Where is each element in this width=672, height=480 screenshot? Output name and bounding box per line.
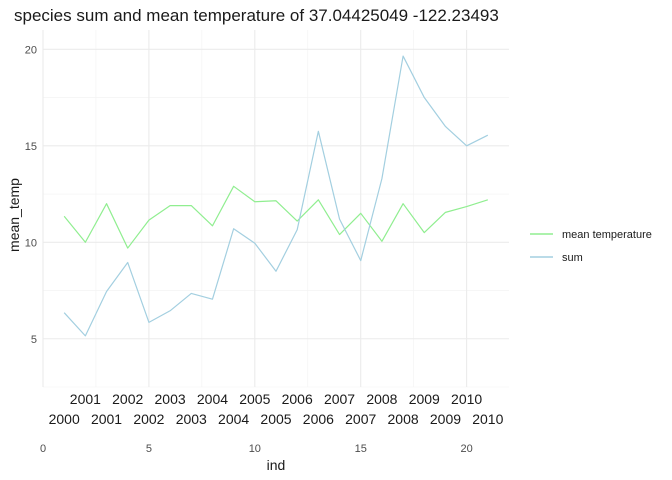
year-label: 2000	[49, 411, 80, 427]
minor-gridlines	[43, 30, 509, 388]
x-tick-label: 15	[355, 443, 367, 455]
series-lines	[63, 55, 489, 337]
year-label: 2010	[451, 391, 482, 407]
year-label: 2003	[155, 391, 186, 407]
year-label: 2002	[133, 411, 164, 427]
year-annotations: 2001 2002 2003 2004 2005 2006 2007 2008 2009 2010…	[49, 391, 504, 427]
year-label: 2001	[91, 411, 122, 427]
year-label: 2001	[70, 391, 101, 407]
legend-label: sum	[562, 252, 583, 264]
series-line-mean-temperature	[63, 185, 489, 249]
year-label: 2009	[430, 411, 461, 427]
y-axis-title: mean_temp	[6, 178, 22, 252]
year-label: 2005	[239, 391, 270, 407]
y-axis-ticks: 5 10 15 20	[25, 44, 37, 345]
series-line-sum	[63, 55, 489, 337]
x-tick-label: 0	[40, 443, 46, 455]
year-label: 2004	[197, 391, 228, 407]
x-axis-ticks: 0 5 10 15 20	[40, 443, 473, 455]
year-label: 2007	[345, 411, 376, 427]
year-label: 2008	[366, 391, 397, 407]
chart-title: species sum and mean temperature of 37.0…	[14, 6, 499, 25]
year-label: 2008	[388, 411, 419, 427]
y-tick-label: 15	[25, 141, 37, 153]
y-tick-label: 20	[25, 44, 37, 56]
x-axis-title: ind	[267, 457, 286, 473]
y-tick-label: 5	[31, 334, 37, 346]
major-gridlines	[42, 30, 509, 387]
year-label: 2005	[260, 411, 291, 427]
legend-label: mean temperature	[562, 229, 652, 241]
year-label: 2006	[303, 411, 334, 427]
year-label: 2004	[218, 411, 249, 427]
x-tick-label: 5	[146, 443, 152, 455]
year-label: 2009	[409, 391, 440, 407]
legend: mean temperature sum	[530, 229, 652, 264]
x-tick-label: 20	[461, 443, 473, 455]
x-tick-label: 10	[249, 443, 261, 455]
year-label: 2002	[112, 391, 143, 407]
year-label: 2010	[472, 411, 503, 427]
year-label: 2003	[176, 411, 207, 427]
year-label: 2007	[324, 391, 355, 407]
y-tick-label: 10	[25, 237, 37, 249]
year-label: 2006	[282, 391, 313, 407]
